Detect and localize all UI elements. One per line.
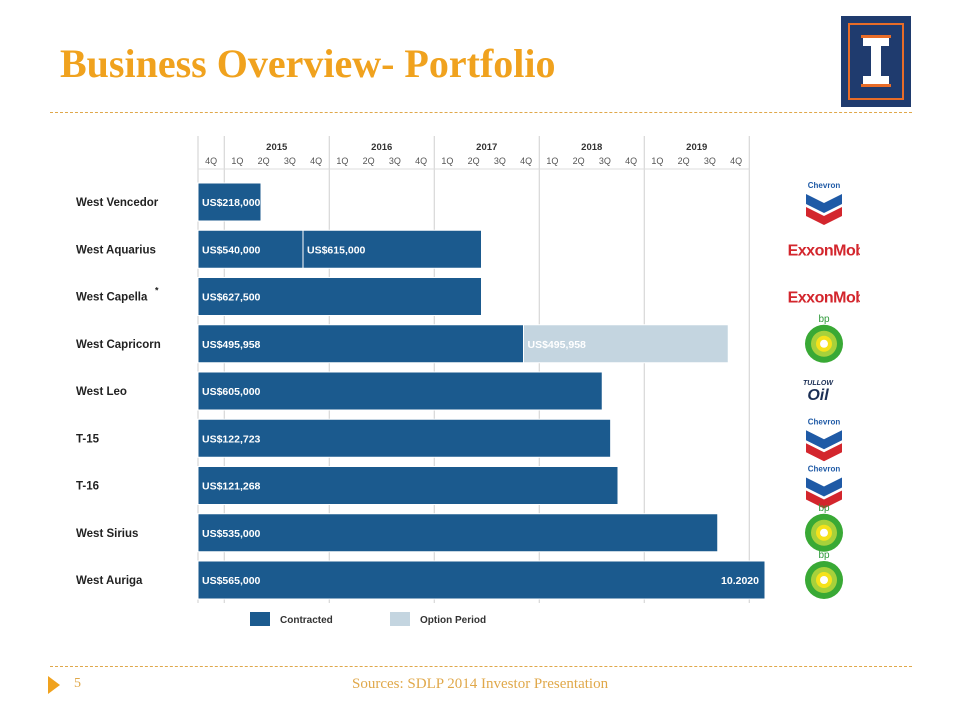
contracted-bar xyxy=(197,229,304,269)
year-label: 2015 xyxy=(266,142,288,153)
contracted-bar xyxy=(197,182,262,222)
year-label: 2019 xyxy=(686,142,707,153)
bar-value-label: US$122,723 xyxy=(202,433,261,445)
quarter-label: 3Q xyxy=(599,156,611,166)
bp-logo-icon xyxy=(820,528,828,537)
quarter-label: 1Q xyxy=(231,156,243,166)
tullow-logo-text: Oil xyxy=(807,387,829,404)
bp-logo-text: bp xyxy=(818,550,830,561)
bar-value-label: US$495,958 xyxy=(202,339,261,351)
rig-name: T-16 xyxy=(76,481,99,493)
chevron-logo-icon xyxy=(806,477,842,497)
contracted-bar xyxy=(197,513,719,553)
quarter-label: 1Q xyxy=(651,156,663,166)
slide-title: Business Overview- Portfolio xyxy=(60,41,556,86)
year-label: 2017 xyxy=(476,142,497,153)
contracted-bar xyxy=(197,560,766,600)
chevron-logo-icon xyxy=(806,490,842,509)
exxonmobil-logo: ExxonMobil xyxy=(788,242,860,259)
quarter-label: 4Q xyxy=(730,156,742,166)
quarter-label: 1Q xyxy=(441,156,453,166)
quarter-label: 4Q xyxy=(520,156,532,166)
bp-logo-text: bp xyxy=(818,314,830,325)
chevron-logo-icon xyxy=(806,430,842,450)
contracted-bar xyxy=(197,466,619,505)
rig-name: West Capricorn xyxy=(76,339,161,351)
bar-end-label: 10.2020 xyxy=(721,575,759,587)
rig-name: West Aquarius xyxy=(76,244,156,256)
quarter-label: 2Q xyxy=(363,156,375,166)
bar-value-label: US$615,000 xyxy=(307,244,366,256)
rig-name: T-15 xyxy=(76,433,100,445)
quarter-label: 4Q xyxy=(205,156,217,166)
year-label: 2016 xyxy=(371,142,392,153)
contracted-bar xyxy=(302,229,482,269)
tullow-logo-text: TULLOW xyxy=(803,380,834,387)
quarter-label: 2Q xyxy=(258,156,270,166)
quarter-label: 3Q xyxy=(704,156,716,166)
chevron-logo-text: Chevron xyxy=(808,465,841,474)
bp-logo-icon xyxy=(820,339,828,348)
quarter-label: 2Q xyxy=(678,156,690,166)
rig-name: West Auriga xyxy=(76,575,143,587)
bar-value-label: US$565,000 xyxy=(202,575,261,587)
quarter-label: 1Q xyxy=(336,156,348,166)
bar-value-label: US$540,000 xyxy=(202,244,261,256)
bp-logo-icon xyxy=(820,576,828,584)
logo-border xyxy=(848,23,904,100)
page-number: 5 xyxy=(74,676,81,691)
legend-swatch xyxy=(390,612,410,626)
rig-name: West Vencedor xyxy=(76,197,159,209)
title-divider xyxy=(50,112,912,113)
footer-arrow-icon xyxy=(48,676,60,694)
rig-name: West Sirius xyxy=(76,528,138,540)
university-logo xyxy=(841,16,911,107)
exxonmobil-logo: ExxonMobil xyxy=(788,290,860,307)
chevron-logo-icon xyxy=(806,194,842,213)
year-label: 2018 xyxy=(581,142,602,153)
quarter-label: 3Q xyxy=(389,156,401,166)
chevron-logo-icon xyxy=(806,207,842,225)
footer-divider xyxy=(50,666,912,667)
bar-value-label: US$121,268 xyxy=(202,481,261,493)
quarter-label: 4Q xyxy=(625,156,637,166)
bp-logo-text: bp xyxy=(818,503,830,514)
quarter-label: 2Q xyxy=(468,156,480,166)
bar-value-label: US$605,000 xyxy=(202,386,261,398)
quarter-label: 1Q xyxy=(546,156,558,166)
option-bar xyxy=(523,324,729,364)
rig-name: West Capella xyxy=(76,292,148,304)
sources-note: Sources: SDLP 2014 Investor Presentation xyxy=(352,676,609,692)
chevron-logo-text: Chevron xyxy=(808,181,841,190)
bar-value-label: US$218,000 xyxy=(202,197,261,209)
quarter-label: 3Q xyxy=(494,156,506,166)
contracted-bar xyxy=(197,418,612,458)
rig-name: West Leo xyxy=(76,386,127,398)
rig-name-marker: * xyxy=(155,286,159,296)
contracted-bar xyxy=(197,371,603,411)
chevron-logo-text: Chevron xyxy=(808,417,841,426)
quarter-label: 3Q xyxy=(284,156,296,166)
bar-value-label: US$627,500 xyxy=(202,292,261,304)
quarter-label: 2Q xyxy=(573,156,585,166)
legend-label: Option Period xyxy=(420,615,486,626)
bar-value-label: US$535,000 xyxy=(202,528,261,540)
legend-label: Contracted xyxy=(280,615,333,626)
legend-swatch xyxy=(250,612,270,626)
bar-value-label: US$495,958 xyxy=(528,339,587,351)
chevron-logo-icon xyxy=(806,443,842,462)
quarter-label: 4Q xyxy=(310,156,322,166)
contracted-bar xyxy=(197,277,482,316)
block-i-icon xyxy=(861,35,891,87)
portfolio-chart: 2015 2016 2017 2018 2019 4Q 1Q 2Q 3Q 4Q 1Q 2Q 3Q 4Q 1Q… xyxy=(76,136,860,626)
quarter-label: 4Q xyxy=(415,156,427,166)
